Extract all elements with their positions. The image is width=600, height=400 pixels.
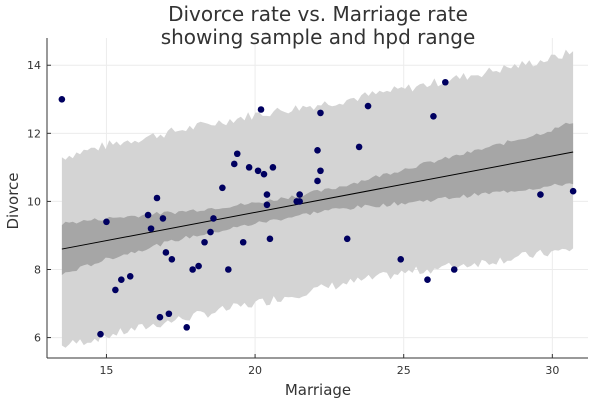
data-point — [233, 150, 241, 158]
x-tick-label: 25 — [397, 364, 411, 377]
data-point — [156, 313, 164, 321]
data-point — [97, 330, 104, 338]
data-point — [317, 109, 324, 117]
x-axis-label: Marriage — [285, 381, 351, 399]
data-point — [537, 191, 544, 198]
data-point — [201, 238, 208, 246]
data-point — [343, 235, 351, 243]
data-point — [355, 143, 363, 151]
data-point — [147, 225, 155, 232]
data-point — [254, 167, 262, 175]
data-point — [430, 112, 437, 120]
axes-layer: 15 20 25 30 6 8 10 12 14 — [27, 38, 588, 377]
data-point — [442, 78, 449, 86]
y-tick-label: 6 — [34, 332, 41, 345]
y-tick-label: 12 — [27, 127, 41, 140]
data-point — [230, 160, 238, 168]
data-point — [266, 235, 274, 243]
chart-title-line1: Divorce rate vs. Marriage rate — [168, 2, 468, 26]
data-point — [112, 286, 119, 294]
data-point — [162, 249, 170, 256]
data-point — [126, 272, 134, 280]
y-axis-label: Divorce — [4, 172, 22, 229]
data-point — [317, 167, 324, 175]
data-point — [364, 102, 372, 110]
data-point — [195, 262, 202, 270]
data-point — [397, 255, 405, 263]
data-point — [269, 164, 277, 171]
data-point — [153, 194, 161, 202]
data-point — [183, 324, 191, 331]
data-point — [296, 198, 303, 205]
data-point — [189, 266, 196, 273]
data-point — [263, 191, 271, 198]
x-tick-label: 15 — [99, 364, 113, 377]
x-tick-label: 20 — [248, 364, 262, 377]
data-point — [260, 170, 268, 178]
data-point — [210, 215, 217, 222]
y-tick-label: 10 — [27, 195, 41, 208]
data-point — [219, 184, 226, 192]
regression-layer — [61, 151, 574, 250]
x-tick-label: 30 — [545, 364, 559, 377]
data-point — [569, 187, 577, 195]
data-point — [257, 106, 265, 113]
data-point — [118, 276, 125, 284]
data-point — [263, 201, 271, 209]
data-point — [296, 191, 303, 198]
data-point — [144, 211, 152, 219]
data-point — [239, 238, 247, 246]
chart-title-line2: showing sample and hpd range — [161, 25, 476, 49]
y-tick-label: 8 — [34, 263, 41, 276]
data-point — [225, 266, 232, 273]
data-point — [207, 228, 214, 236]
data-point — [168, 255, 176, 263]
data-point — [245, 164, 253, 171]
data-point — [424, 276, 431, 284]
data-point — [450, 266, 458, 273]
data-point — [159, 215, 167, 222]
hpd-range-band — [61, 122, 574, 275]
data-point — [103, 218, 110, 226]
regression-line — [61, 151, 574, 250]
data-point — [58, 95, 66, 103]
points-layer — [58, 78, 577, 338]
hpd-band-layer — [61, 122, 574, 275]
data-point — [165, 310, 173, 318]
data-point — [314, 177, 321, 185]
y-tick-label: 14 — [27, 59, 41, 72]
data-point — [314, 147, 321, 154]
